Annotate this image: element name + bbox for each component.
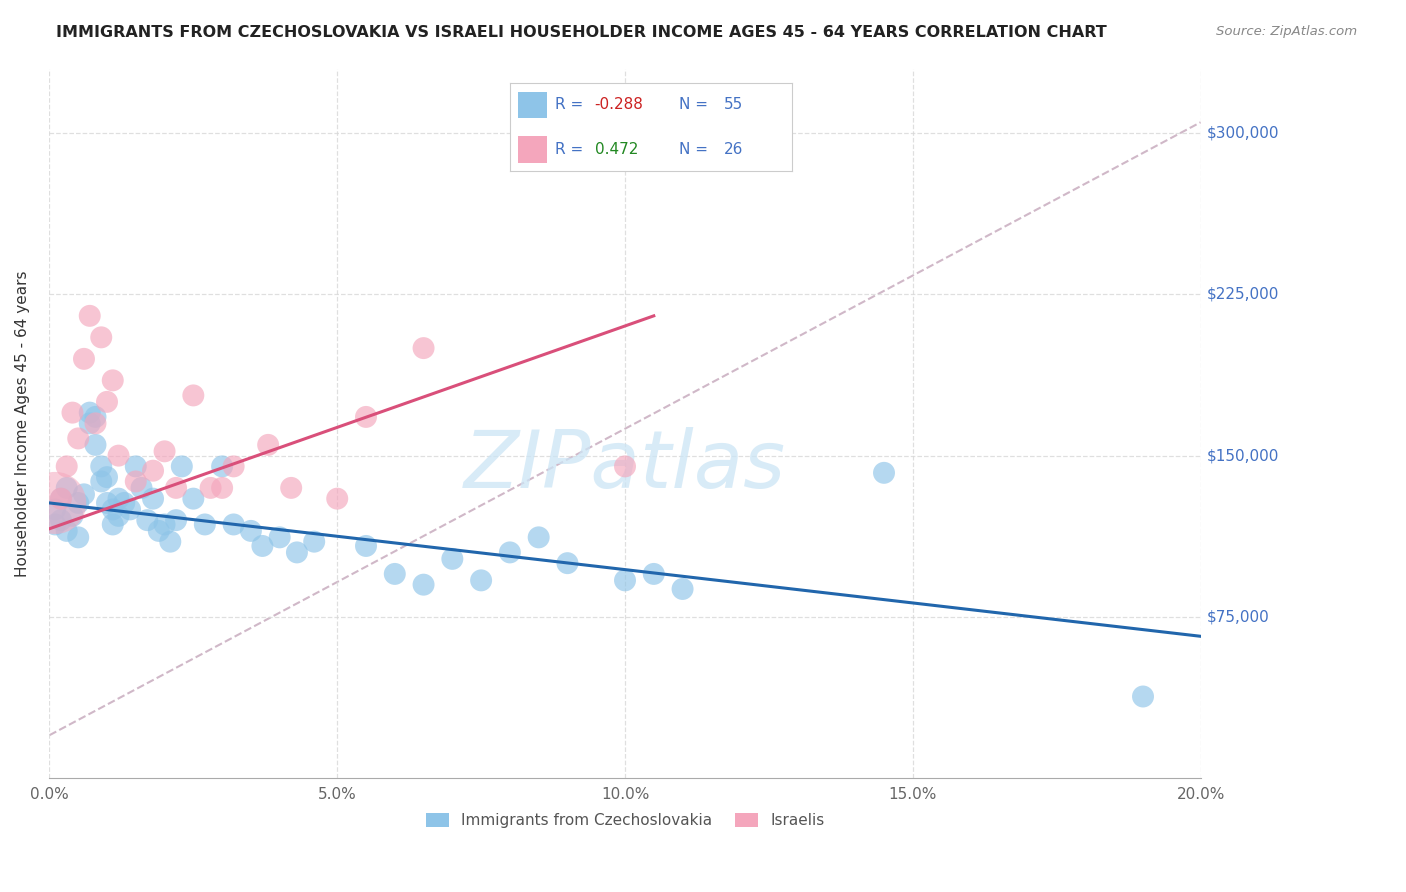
Point xyxy=(49,491,72,506)
Point xyxy=(101,502,124,516)
Point xyxy=(44,496,66,510)
Point xyxy=(165,513,187,527)
Point xyxy=(96,395,118,409)
Point xyxy=(1132,690,1154,704)
Point xyxy=(84,417,107,431)
Point xyxy=(79,417,101,431)
Point xyxy=(107,508,129,523)
Point xyxy=(159,534,181,549)
Point xyxy=(354,539,377,553)
Point xyxy=(384,566,406,581)
Point xyxy=(101,517,124,532)
Point xyxy=(412,341,434,355)
Point xyxy=(55,481,77,495)
Point xyxy=(280,481,302,495)
Point xyxy=(84,409,107,424)
Point xyxy=(222,459,245,474)
Point xyxy=(326,491,349,506)
Point xyxy=(873,466,896,480)
Point xyxy=(96,470,118,484)
Point xyxy=(44,517,66,532)
Point xyxy=(671,582,693,596)
Point xyxy=(527,530,550,544)
Point xyxy=(211,459,233,474)
Point xyxy=(62,406,84,420)
Point xyxy=(131,481,153,495)
Point xyxy=(118,502,141,516)
Point xyxy=(96,496,118,510)
Point xyxy=(200,481,222,495)
Point xyxy=(239,524,262,538)
Point xyxy=(142,491,165,506)
Point xyxy=(90,330,112,344)
Point xyxy=(211,481,233,495)
Point xyxy=(67,496,90,510)
Text: IMMIGRANTS FROM CZECHOSLOVAKIA VS ISRAELI HOUSEHOLDER INCOME AGES 45 - 64 YEARS : IMMIGRANTS FROM CZECHOSLOVAKIA VS ISRAEL… xyxy=(56,25,1107,40)
Point xyxy=(643,566,665,581)
Point xyxy=(412,577,434,591)
Legend: Immigrants from Czechoslovakia, Israelis: Immigrants from Czechoslovakia, Israelis xyxy=(419,807,831,834)
Point xyxy=(354,409,377,424)
Point xyxy=(302,534,325,549)
Text: $300,000: $300,000 xyxy=(1206,126,1279,141)
Point xyxy=(107,449,129,463)
Point xyxy=(90,475,112,489)
Point xyxy=(90,459,112,474)
Point xyxy=(84,438,107,452)
Point xyxy=(125,475,148,489)
Point xyxy=(79,406,101,420)
Point xyxy=(183,388,205,402)
Point xyxy=(614,459,637,474)
Point xyxy=(136,513,159,527)
Point xyxy=(73,487,96,501)
Point xyxy=(142,464,165,478)
Point xyxy=(125,459,148,474)
Point xyxy=(194,517,217,532)
Point xyxy=(252,539,274,553)
Point xyxy=(73,351,96,366)
Point xyxy=(49,491,72,506)
Point xyxy=(62,508,84,523)
Text: ZIPatlas: ZIPatlas xyxy=(464,427,786,505)
Point xyxy=(557,556,579,570)
Point xyxy=(44,502,66,516)
Point xyxy=(107,491,129,506)
Point xyxy=(170,459,193,474)
Text: Source: ZipAtlas.com: Source: ZipAtlas.com xyxy=(1216,25,1357,38)
Point xyxy=(101,373,124,387)
Point xyxy=(112,496,135,510)
Point xyxy=(441,552,464,566)
Point xyxy=(79,309,101,323)
Point xyxy=(222,517,245,532)
Point xyxy=(257,438,280,452)
Text: $150,000: $150,000 xyxy=(1206,448,1278,463)
Point xyxy=(153,517,176,532)
Point xyxy=(470,574,492,588)
Point xyxy=(55,524,77,538)
Point xyxy=(55,459,77,474)
Text: $225,000: $225,000 xyxy=(1206,287,1278,301)
Point xyxy=(165,481,187,495)
Text: $75,000: $75,000 xyxy=(1206,609,1270,624)
Point xyxy=(153,444,176,458)
Point xyxy=(67,432,90,446)
Point xyxy=(183,491,205,506)
Point xyxy=(67,530,90,544)
Point xyxy=(148,524,170,538)
Y-axis label: Householder Income Ages 45 - 64 years: Householder Income Ages 45 - 64 years xyxy=(15,270,30,576)
Point xyxy=(614,574,637,588)
Point xyxy=(269,530,291,544)
Point xyxy=(49,513,72,527)
Point xyxy=(285,545,308,559)
Point xyxy=(499,545,522,559)
